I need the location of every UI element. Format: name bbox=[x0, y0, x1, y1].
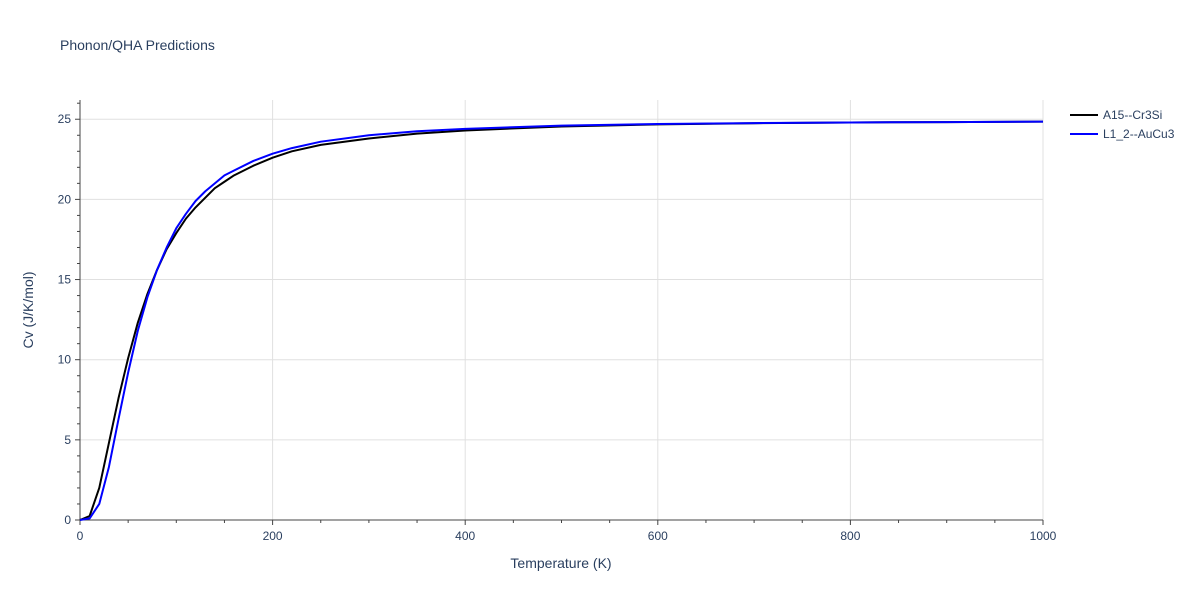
grid-layer bbox=[80, 100, 1044, 520]
legend-item[interactable]: A15--Cr3Si bbox=[1070, 108, 1162, 122]
x-tick-label: 1000 bbox=[1030, 529, 1057, 543]
y-tick-label: 5 bbox=[64, 433, 71, 447]
legend[interactable]: A15--Cr3Si L1_2--AuCu3 bbox=[1070, 108, 1175, 141]
series-line bbox=[79, 120, 1044, 521]
y-tick-label: 25 bbox=[58, 112, 72, 126]
chart-title: Phonon/QHA Predictions bbox=[60, 37, 215, 53]
x-tick-label: 200 bbox=[263, 529, 283, 543]
x-axis-label: Temperature (K) bbox=[510, 555, 611, 571]
y-tick-label: 10 bbox=[58, 353, 72, 367]
y-tick-label: 15 bbox=[58, 273, 72, 287]
y-tick-label: 0 bbox=[64, 513, 71, 527]
x-tick-label: 400 bbox=[455, 529, 475, 543]
x-tick-label: 800 bbox=[840, 529, 860, 543]
x-tick-label: 600 bbox=[648, 529, 668, 543]
x-tick-label: 0 bbox=[77, 529, 84, 543]
legend-item[interactable]: L1_2--AuCu3 bbox=[1070, 127, 1175, 141]
y-axis-label: Cv (J/K/mol) bbox=[20, 272, 36, 349]
axis-layer: 0 200 400 600 800 1000 0 5 10 15 20 25 bbox=[58, 100, 1057, 543]
series-line bbox=[79, 120, 1044, 521]
series-layer bbox=[79, 120, 1044, 521]
legend-label: L1_2--AuCu3 bbox=[1103, 127, 1175, 141]
legend-label: A15--Cr3Si bbox=[1103, 108, 1162, 122]
y-tick-label: 20 bbox=[58, 192, 72, 206]
